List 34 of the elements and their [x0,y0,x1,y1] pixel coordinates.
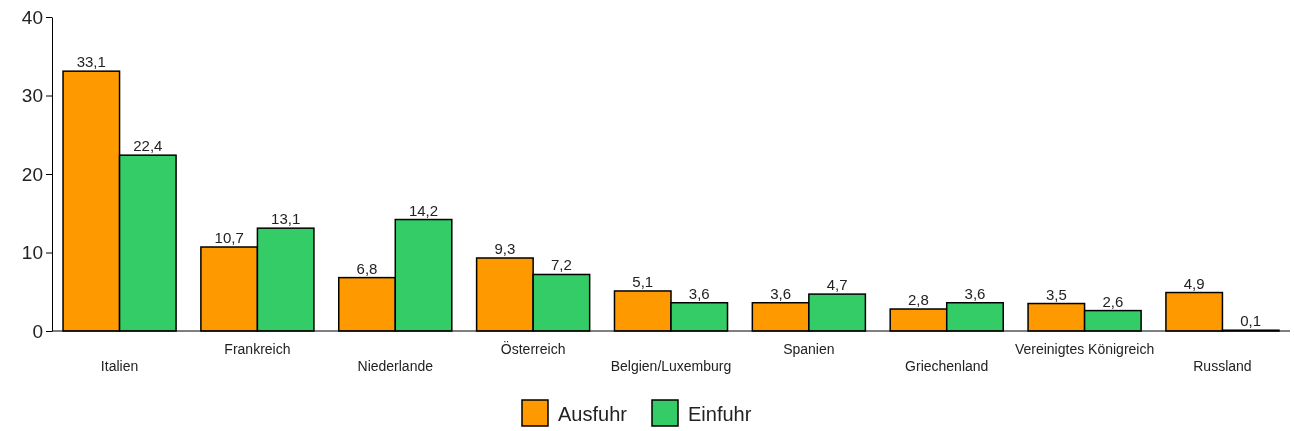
data-label: 6,8 [356,259,378,277]
x-tick-label: Griechenland [905,358,989,374]
data-label: 3,6 [770,284,792,302]
data-label: 4,7 [826,276,848,294]
data-label: 14,2 [408,201,439,219]
x-tick-label: Niederlande [357,358,434,374]
y-tick-label: 20 [21,163,43,185]
legend-label: Ausfuhr [558,403,628,425]
data-label: 9,3 [494,239,516,257]
y-tick-label: 40 [21,6,43,28]
y-tick-label: 30 [21,85,43,107]
x-tick-label: Russland [1193,358,1252,374]
legend-label: Einfuhr [688,403,752,425]
data-label: 3,6 [688,284,710,302]
x-tick-label: Frankreich [224,341,291,357]
data-label: 2,6 [1102,292,1124,310]
data-label: 33,1 [76,53,106,71]
data-label: 0,1 [1240,312,1262,330]
x-tick-label: Belgien/Luxemburg [610,358,732,374]
x-tick-label: Spanien [783,341,835,357]
x-tick-label: Vereinigtes Königreich [1014,341,1155,357]
data-label: 2,8 [908,291,929,309]
y-tick-label: 0 [32,320,43,342]
x-tick-label: Österreich [500,340,566,357]
data-label: 7,2 [550,256,572,274]
data-label: 10,7 [214,229,244,247]
data-label: 4,9 [1183,274,1205,292]
data-label: 3,5 [1045,285,1067,303]
data-label: 3,6 [964,284,986,302]
data-label: 5,1 [632,272,654,290]
data-label: 22,4 [133,137,163,155]
x-tick-label: Italien [100,358,139,374]
data-label: 13,1 [271,210,301,228]
y-tick-label: 10 [21,242,43,264]
